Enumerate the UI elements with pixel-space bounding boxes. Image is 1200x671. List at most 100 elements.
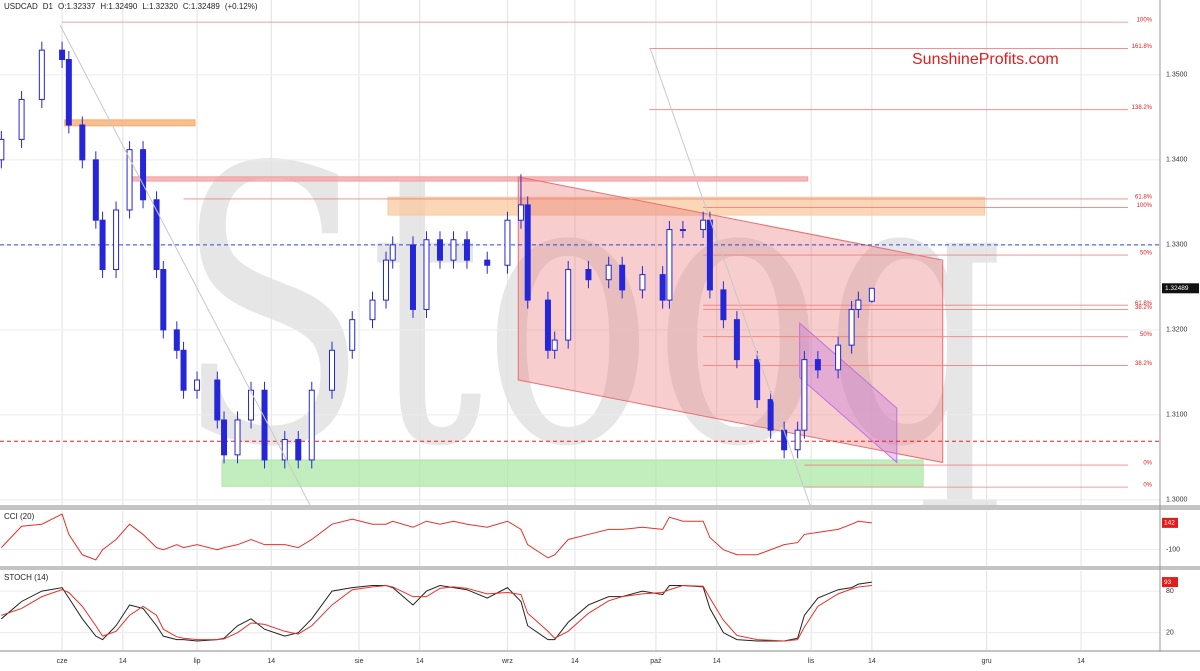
candle-body [173, 329, 180, 351]
candle-body [261, 389, 268, 461]
candle-body [153, 199, 160, 271]
candle-body [679, 229, 686, 232]
x-tick-label: 14 [1077, 658, 1085, 665]
value-tag-label: 142 [1164, 520, 1175, 527]
candle-body [639, 274, 646, 291]
zone [127, 176, 809, 182]
candle-body [295, 439, 302, 461]
y-tick-label: 20 [1166, 630, 1174, 637]
candle-body [194, 379, 201, 391]
y-tick-label: -100 [1166, 546, 1180, 553]
value-tag-label: 93 [1164, 579, 1172, 586]
y-tick-label: 1.3000 [1166, 497, 1188, 504]
candle-body [99, 219, 106, 271]
x-tick-label: 14 [868, 658, 876, 665]
candle-body [733, 319, 740, 361]
x-tick-label: wrz [501, 658, 513, 665]
fib-label: 38.2% [1135, 305, 1153, 311]
fib-label: 138.2% [1132, 105, 1153, 111]
candle-body [551, 339, 558, 351]
fib-label: 50% [1140, 332, 1153, 338]
x-tick-label: cze [57, 658, 68, 665]
candle-body [801, 359, 808, 431]
candle-body [484, 259, 491, 266]
low: L:1.32320 [142, 2, 178, 11]
symbol: USDCAD [4, 2, 38, 11]
candle-body [281, 439, 288, 461]
candle-body [565, 269, 572, 341]
candle-body [92, 159, 99, 221]
trend-line [649, 47, 811, 506]
x-tick-label: 14 [119, 658, 127, 665]
zone [64, 119, 196, 127]
price-tag [1162, 283, 1199, 294]
candle-body [524, 204, 531, 301]
panel-title: STOCH (14) [4, 573, 49, 582]
candle-body [450, 239, 457, 261]
candle-body [329, 349, 336, 391]
x-tick-label: paź [650, 658, 662, 665]
change: (+0.12%) [224, 2, 258, 11]
candle-body [18, 98, 25, 140]
candle-body [666, 229, 673, 301]
candle-body [835, 344, 842, 371]
y-tick-label: 1.3300 [1166, 242, 1188, 249]
candle-body [767, 399, 774, 431]
separator [0, 650, 1200, 652]
candle-body [248, 389, 255, 421]
brand: SunshineProfits.com [912, 51, 1059, 68]
candle-body [706, 219, 713, 291]
candle-body [544, 299, 551, 351]
indicator-line [0, 513, 872, 561]
candle-body [234, 419, 241, 456]
candle-body [754, 359, 761, 401]
separator [0, 566, 1200, 570]
price-tag-label: 1.32489 [1165, 285, 1189, 292]
y-tick-label: 1.3500 [1166, 72, 1188, 79]
candle-body [140, 149, 147, 201]
open: O:1.32337 [58, 2, 96, 11]
fib-label: 61.8% [1135, 301, 1153, 307]
candle-body [65, 59, 72, 126]
candle-body [308, 389, 315, 461]
candle-body [126, 149, 133, 211]
candle-body [59, 49, 66, 61]
candle-body [180, 349, 187, 391]
fib-label: 0% [1143, 483, 1152, 489]
timeframe: D1 [42, 2, 54, 11]
header: USDCAD D1 O:1.32337 H:1.32490 L:1.32320 C:1.3… [4, 2, 263, 11]
x-tick-label: 14 [416, 658, 424, 665]
candle-body [423, 239, 430, 310]
x-tick-label: 14 [267, 658, 275, 665]
candle-body [585, 269, 592, 281]
value-tag [1162, 517, 1178, 528]
fib-label: 50% [1140, 251, 1153, 257]
candle-body [113, 209, 120, 271]
zone [221, 459, 924, 487]
indicator-line [1, 585, 872, 642]
candle-body [214, 379, 221, 421]
candle-body [436, 239, 443, 261]
trend-line [59, 24, 311, 506]
x-tick-label: gru [982, 658, 992, 665]
fib-label: 100% [1137, 203, 1153, 209]
candle-body [349, 319, 356, 351]
high: H:1.32490 [100, 2, 138, 11]
candle-body [389, 244, 396, 261]
x-tick-label: 14 [713, 658, 721, 665]
candle-body [781, 429, 788, 451]
y-tick-label: 1.3400 [1166, 157, 1188, 164]
candle-body [160, 269, 167, 331]
x-tick-label: sie [355, 658, 364, 665]
zone [387, 196, 986, 216]
fib-label: 100% [1137, 18, 1153, 24]
candle-body [0, 138, 5, 161]
candle-body [605, 264, 612, 281]
candle-body [659, 274, 666, 301]
candle-body [409, 244, 416, 310]
fib-label: 161.8% [1132, 44, 1153, 50]
indicator-line [1, 581, 872, 642]
candle-body [463, 239, 470, 261]
